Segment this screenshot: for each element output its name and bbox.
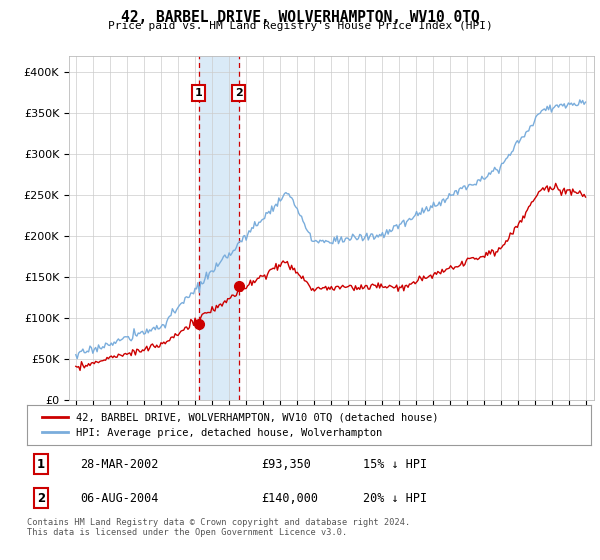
Text: £93,350: £93,350 [261, 458, 311, 470]
Text: 2: 2 [37, 492, 45, 505]
Text: 06-AUG-2004: 06-AUG-2004 [80, 492, 159, 505]
Text: 2: 2 [235, 88, 242, 98]
Legend: 42, BARBEL DRIVE, WOLVERHAMPTON, WV10 0TQ (detached house), HPI: Average price, : 42, BARBEL DRIVE, WOLVERHAMPTON, WV10 0T… [38, 408, 443, 442]
Text: 28-MAR-2002: 28-MAR-2002 [80, 458, 159, 470]
Text: 1: 1 [37, 458, 45, 470]
Text: £140,000: £140,000 [261, 492, 318, 505]
Text: 1: 1 [195, 88, 203, 98]
Text: 15% ↓ HPI: 15% ↓ HPI [362, 458, 427, 470]
Text: 20% ↓ HPI: 20% ↓ HPI [362, 492, 427, 505]
Text: Contains HM Land Registry data © Crown copyright and database right 2024.
This d: Contains HM Land Registry data © Crown c… [27, 518, 410, 538]
Text: 42, BARBEL DRIVE, WOLVERHAMPTON, WV10 0TQ: 42, BARBEL DRIVE, WOLVERHAMPTON, WV10 0T… [121, 10, 479, 25]
Text: Price paid vs. HM Land Registry's House Price Index (HPI): Price paid vs. HM Land Registry's House … [107, 21, 493, 31]
Bar [199, 56, 239, 400]
